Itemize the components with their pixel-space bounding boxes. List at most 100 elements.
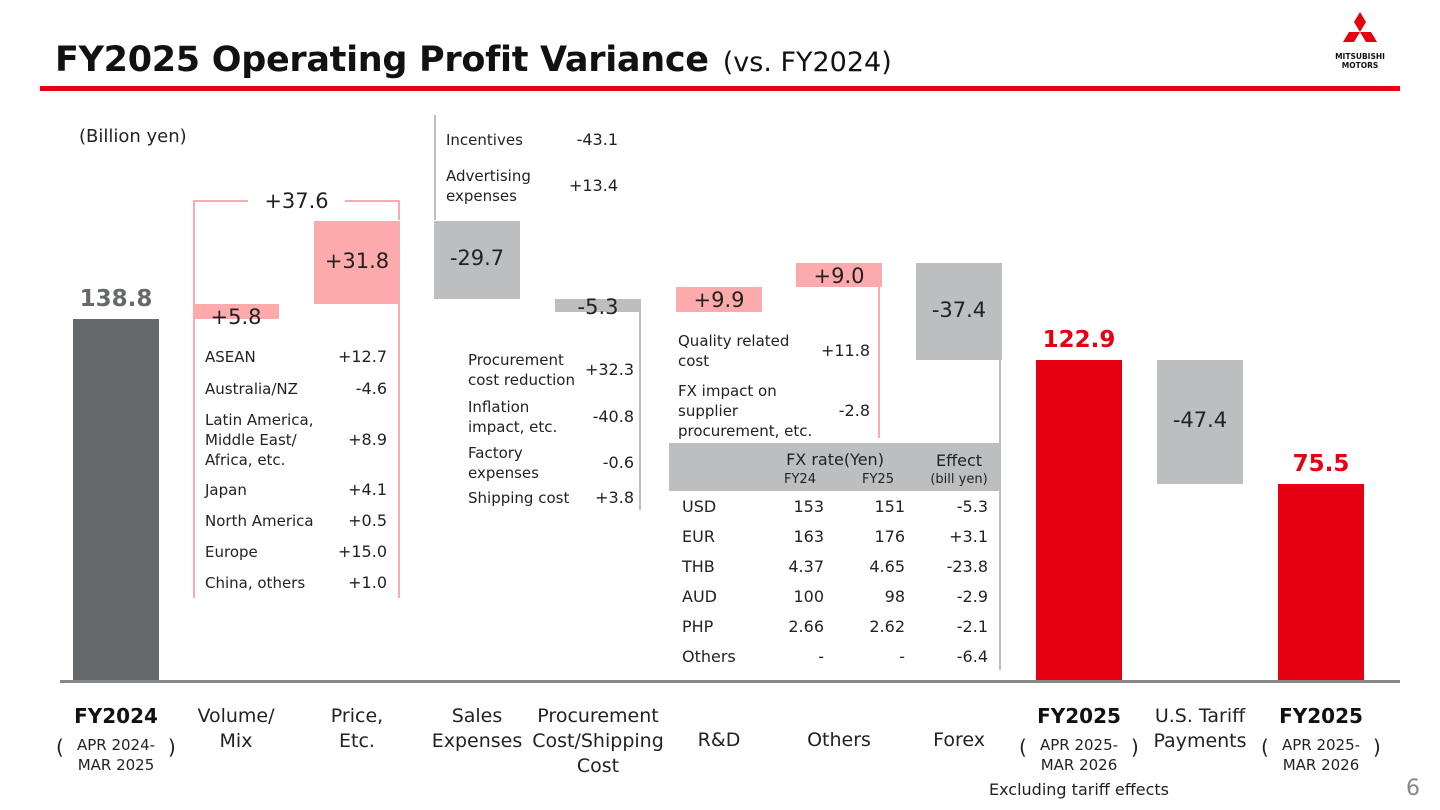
data-label-7: -37.4 (931, 297, 987, 322)
volume-mix-value-3: +4.1 (348, 480, 387, 499)
data-label-3: -29.7 (449, 245, 505, 270)
fx-fy25-0: 151 (874, 497, 905, 516)
data-label-2: +31.8 (324, 248, 390, 273)
volume-mix-label-6: China, others (205, 574, 306, 592)
volume-mix-value-4: +0.5 (348, 511, 387, 530)
bar-9 (1157, 360, 1243, 484)
volume-mix-label-3: Japan (205, 481, 247, 499)
procurement-value-3: +3.8 (595, 488, 634, 507)
volume-mix-value-5: +15.0 (337, 542, 387, 561)
sales-expenses-value-0: -43.1 (576, 130, 618, 149)
category-label-6: Others (807, 729, 871, 751)
category-label-2: Price, Etc. (330, 705, 384, 752)
bar-7 (916, 263, 1002, 361)
procurement-value-2: -0.6 (602, 453, 634, 472)
others-value-0: +11.8 (820, 341, 870, 360)
procurement-label-1: Inflation impact, etc. (468, 398, 558, 436)
fx-header-fy24: FY24 (784, 472, 816, 487)
fx-fy24-0: 153 (793, 497, 824, 516)
fx-header-effect: Effect (935, 451, 983, 470)
fx-effect-2: -23.8 (946, 557, 988, 576)
combined-label: +37.6 (264, 189, 329, 213)
volume-mix-label-1: Australia/NZ (205, 380, 298, 398)
data-label-10: 75.5 (1292, 450, 1350, 477)
bar-0 (73, 319, 159, 680)
bar-4 (555, 298, 641, 313)
fx-header-effect-unit: (bill yen) (930, 472, 988, 487)
mitsubishi-logo-icon (1343, 12, 1377, 42)
procurement-value-1: -40.8 (592, 407, 634, 426)
divider-forex (999, 358, 1001, 670)
divider-others (878, 286, 880, 438)
category-label-7: Forex (933, 729, 985, 751)
data-label-6: +9.0 (813, 264, 865, 289)
volume-mix-label-4: North America (205, 512, 314, 530)
fx-header-rate: FX rate(Yen) (786, 450, 884, 469)
volume-mix-value-2: +8.9 (348, 430, 387, 449)
divider-procurement (639, 312, 641, 510)
fx-fy24-4: 2.66 (788, 617, 824, 636)
category-period-8: APR 2025- MAR 2026 (1039, 736, 1119, 774)
combined-bracket-top-left (193, 200, 248, 202)
others-label-1: FX impact on supplier procurement, etc. (678, 382, 813, 440)
fx-header-fy25: FY25 (862, 472, 894, 487)
fx-currency-3: AUD (682, 587, 717, 606)
fx-currency-1: EUR (682, 527, 715, 546)
category-period-0: APR 2024- MAR 2025 (76, 736, 156, 774)
combined-bracket-top-right (345, 200, 400, 202)
fx-currency-4: PHP (682, 617, 714, 636)
fx-effect-4: -2.1 (956, 617, 988, 636)
volume-mix-value-6: +1.0 (348, 573, 387, 592)
combined-bracket-left (193, 200, 195, 304)
data-label-0: 138.8 (79, 286, 153, 313)
procurement-label-0: Procurement cost reduction (468, 351, 575, 389)
data-label-9: -47.4 (1172, 408, 1228, 433)
fx-currency-0: USD (682, 497, 717, 516)
category-label-5: R&D (697, 729, 741, 751)
fx-fy25-1: 176 (874, 527, 905, 546)
others-label-0: Quality related cost (678, 332, 790, 370)
bar-5 (676, 286, 762, 313)
category-label-9: U.S. Tariff Payments (1153, 705, 1247, 752)
fx-fy24-2: 4.37 (788, 557, 824, 576)
page-number: 6 (1406, 776, 1420, 801)
sales-expenses-label-0: Incentives (446, 131, 523, 149)
page-subtitle: (vs. FY2024) (722, 47, 892, 78)
category-label-1: Volume/ Mix (197, 705, 275, 752)
volume-mix-value-1: -4.6 (355, 379, 387, 398)
logo-text: MITSUBISHI MOTORS (1335, 52, 1385, 70)
x-axis-line (60, 680, 1400, 683)
sales-expenses-value-1: +13.4 (568, 176, 618, 195)
paren-open-0: ( (56, 735, 64, 759)
data-label-1: +5.8 (210, 305, 262, 330)
fx-effect-3: -2.9 (956, 587, 988, 606)
volume-mix-label-2: Latin America, Middle East/ Africa, etc. (205, 411, 314, 469)
paren-close-10: ) (1373, 735, 1381, 759)
fx-fy25-5: - (899, 647, 905, 666)
bar-1 (193, 304, 279, 320)
data-label-5: +9.9 (693, 287, 745, 312)
bar-3 (434, 221, 520, 299)
divider-price (398, 302, 400, 598)
data-label-8: 122.9 (1042, 327, 1116, 354)
category-label-4: Procurement Cost/Shipping Cost (532, 705, 664, 777)
fx-effect-1: +3.1 (949, 527, 988, 546)
paren-open-10: ( (1261, 735, 1269, 759)
category-label-3: Sales Expenses (431, 705, 523, 752)
combined-bracket-right (398, 200, 400, 220)
volume-mix-label-0: ASEAN (205, 348, 256, 366)
others-value-1: -2.8 (838, 401, 870, 420)
divider-sales (434, 115, 436, 220)
procurement-label-3: Shipping cost (468, 489, 570, 507)
title-underline (40, 86, 1400, 91)
fx-effect-0: -5.3 (956, 497, 988, 516)
fx-fy24-3: 100 (793, 587, 824, 606)
volume-mix-value-0: +12.7 (337, 347, 387, 366)
bar-6 (796, 263, 882, 287)
procurement-value-0: +32.3 (584, 360, 634, 379)
divider-volume (193, 318, 195, 598)
fx-fy24-1: 163 (793, 527, 824, 546)
fx-fy25-3: 98 (884, 587, 905, 606)
data-label-4: -5.3 (577, 294, 619, 319)
fx-fy25-4: 2.62 (869, 617, 905, 636)
